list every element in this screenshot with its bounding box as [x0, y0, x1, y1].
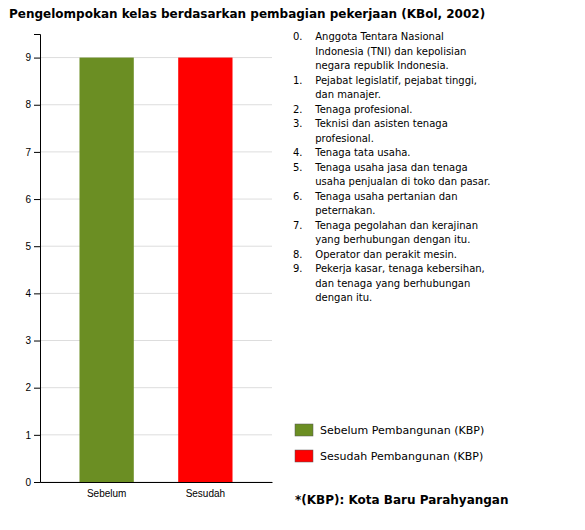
grid [40, 58, 272, 482]
tick: 8 [25, 99, 40, 110]
tick: 2 [25, 382, 40, 393]
annotation: 5. Tenaga usaha jasa dan tenaga [293, 162, 468, 173]
grid-line [40, 293, 272, 294]
tick-label: Sebelum [87, 488, 126, 499]
tick-label: 3 [25, 335, 31, 346]
tick-label: 5 [25, 241, 31, 252]
tick-mark [34, 246, 40, 247]
legend-label: Sesudah Pembangunan (KBP) [320, 450, 483, 463]
annotation: peternakan. [293, 205, 376, 216]
tick-mark [34, 58, 40, 59]
annotation: 1. Pejabat legislatif, pejabat tinggi, [293, 75, 477, 86]
bar [178, 58, 232, 482]
annotation: dengan itu. [293, 292, 372, 303]
grid-line [40, 340, 272, 341]
tick: 6 [25, 194, 40, 205]
annotation: negara republik Indonesia. [293, 60, 449, 71]
tick-mark [34, 152, 40, 153]
tick-label: 2 [25, 382, 31, 393]
grid-line [40, 482, 272, 483]
tick-mark [34, 199, 40, 200]
tick-label: 9 [25, 52, 31, 63]
footnote: *(KBP): Kota Baru Parahyangan [295, 493, 509, 507]
grid-line [40, 151, 272, 152]
annotation: 6. Tenaga usaha pertanian dan [293, 191, 458, 202]
tick-mark [34, 105, 40, 106]
tick-mark [34, 341, 40, 342]
tick-label: 1 [25, 430, 31, 441]
annotation: 7. Tenaga pegolahan dan kerajinan [293, 220, 478, 231]
tick-label: Sesudah [186, 488, 225, 499]
tick: 4 [25, 288, 40, 299]
tick: 7 [25, 147, 40, 158]
grid-line [40, 199, 272, 200]
chart: Pengelompokan kelas berdasarkan pembagia… [0, 0, 585, 530]
annotation: 8. Operator dan perakit mesin. [293, 249, 457, 260]
tick-label: 7 [25, 147, 31, 158]
title: Pengelompokan kelas berdasarkan pembagia… [9, 7, 485, 21]
annotation: Indonesia (TNI) dan kepolisian [293, 46, 466, 57]
annotations: 0. Anggota Tentara Nasional Indonesia (T… [293, 31, 490, 303]
tick: Sesudah [186, 488, 225, 499]
grid-line [40, 246, 272, 247]
axis-line [34, 35, 41, 483]
tick-label: 8 [25, 99, 31, 110]
y-axis: 0 1 2 3 4 5 6 7 8 9 [25, 35, 40, 488]
grid-line [40, 104, 272, 105]
grid-line [40, 434, 272, 435]
bar [79, 58, 133, 482]
annotation: 9. Pekerja kasar, tenaga kebersihan, [293, 263, 485, 274]
annotation: yang berhubungan dengan itu. [293, 234, 470, 245]
grid-line [40, 387, 272, 388]
plot: 0 1 2 3 4 5 6 7 8 9 Sebelum Sesudah [25, 35, 272, 500]
legend: Sebelum Pembangunan (KBP) Sesudah Pembang… [295, 424, 484, 463]
tick: 1 [25, 430, 40, 441]
annotation: 4. Tenaga tata usaha. [293, 147, 411, 158]
tick-mark [34, 388, 40, 389]
bars [79, 58, 232, 482]
tick: Sebelum [87, 488, 126, 499]
annotation: 2. Tenaga profesional. [293, 104, 413, 115]
legend-swatch [295, 450, 313, 462]
annotation: dan manajer. [293, 89, 381, 100]
tick-label: 4 [25, 288, 31, 299]
tick-label: 6 [25, 194, 31, 205]
tick-mark [34, 482, 40, 483]
tick: 9 [25, 52, 40, 63]
legend-swatch [295, 424, 313, 436]
axis-line [41, 482, 273, 483]
tick: 0 [25, 477, 40, 488]
tick-mark [34, 435, 40, 436]
annotation: 0. Anggota Tentara Nasional [293, 31, 444, 42]
tick: 3 [25, 335, 40, 346]
tick: 5 [25, 241, 40, 252]
legend-label: Sebelum Pembangunan (KBP) [320, 424, 484, 437]
tick-label: 0 [25, 477, 31, 488]
tick-mark [34, 293, 40, 294]
grid-line [40, 57, 272, 58]
annotation: usaha penjualan di toko dan pasar. [293, 176, 490, 187]
x-axis: Sebelum Sesudah [41, 483, 273, 500]
annotation: dan tenaga yang berhubungan [293, 278, 470, 289]
annotation: 3. Teknisi dan asisten tenaga [293, 118, 448, 129]
annotation: profesional. [293, 133, 374, 144]
